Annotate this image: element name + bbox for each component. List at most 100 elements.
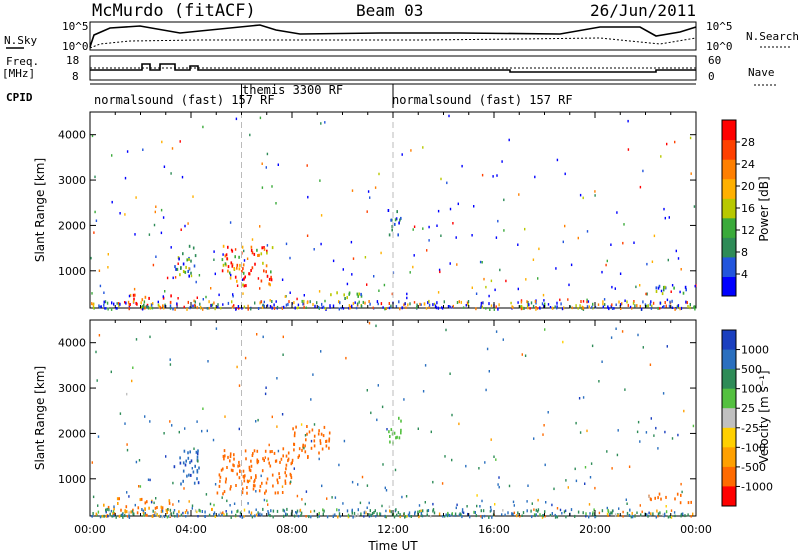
data-cell [290,480,292,484]
data-cell [634,304,636,308]
data-cell [271,246,274,250]
data-cell [397,233,399,237]
data-cell [281,485,284,488]
data-cell [169,358,171,361]
data-cell [109,512,111,516]
data-cell [493,455,495,458]
x-tick-label: 20:00 [579,523,611,536]
data-cell [353,511,356,515]
data-cell [659,301,661,305]
data-cell [212,438,215,442]
data-cell [460,513,462,517]
data-cell [243,479,246,483]
data-cell [523,306,525,310]
y-tick-label: 2000 [58,219,86,232]
data-cell [407,513,410,517]
data-cell [169,514,171,518]
data-cell [630,515,632,519]
data-cell [224,254,227,258]
data-cell [485,285,487,289]
data-cell [677,257,680,260]
data-cell [498,476,500,479]
data-cell [220,306,222,310]
data-cell [480,304,482,308]
data-cell [281,306,284,310]
data-cell [131,510,134,513]
data-cell [376,512,378,516]
data-cell [579,193,582,197]
data-cell [226,499,228,503]
data-cell [147,306,150,309]
data-cell [267,457,270,461]
data-cell [669,515,671,519]
data-cell [531,515,533,519]
data-cell [664,430,666,434]
colorbar-tick-label: 25 [741,402,755,415]
data-cell [615,327,617,330]
data-cell [188,258,190,261]
data-cell [541,302,544,306]
data-cell [179,461,182,465]
data-cell [129,303,131,306]
freq-tick-bottom: 8 [72,70,79,83]
data-cell [278,472,280,476]
data-cell [519,305,521,309]
data-cell [287,451,290,455]
data-cell [153,223,156,227]
data-cell [542,293,545,297]
x-tick-label: 16:00 [478,523,510,536]
data-cell [263,246,265,249]
data-cell [185,265,187,269]
data-cell [188,274,190,278]
data-cell [170,294,172,298]
data-cell [336,508,338,512]
data-cell [311,428,314,432]
data-cell [399,515,401,519]
data-cell [495,305,497,309]
data-cell [531,502,533,505]
data-cell [292,427,294,431]
data-cell [236,266,238,270]
data-cell [183,305,185,309]
data-cell [111,200,113,204]
data-cell [657,286,660,290]
data-cell [217,303,219,307]
colorbar-swatch [722,466,736,487]
data-cell [393,515,396,519]
data-cell [252,487,255,491]
data-cell [318,511,320,515]
data-cell [690,500,692,504]
data-cell [113,514,115,518]
data-cell [313,439,316,443]
data-cell [322,305,325,309]
data-cell [396,435,398,439]
data-cell [512,512,514,516]
data-cell [389,509,391,513]
data-cell [388,302,390,305]
data-cell [227,269,229,273]
data-cell [449,305,451,309]
data-cell [358,300,360,304]
data-cell [524,227,526,231]
data-cell [430,430,432,434]
data-cell [642,169,644,173]
data-cell [176,512,178,516]
data-cell [438,512,441,516]
data-cell [480,515,482,518]
data-cell [522,306,524,310]
data-cell [194,300,196,304]
data-cell [162,306,165,310]
data-cell [126,448,129,452]
data-cell [420,509,422,512]
data-cell [560,302,562,306]
data-cell [214,272,216,276]
data-cell [650,498,652,502]
data-cell [367,190,370,193]
data-cell [565,479,567,482]
data-cell [337,515,339,519]
data-cell [627,303,629,307]
data-cell [614,513,617,517]
data-cell [213,511,216,515]
data-cell [148,233,151,236]
data-cell [263,498,266,502]
